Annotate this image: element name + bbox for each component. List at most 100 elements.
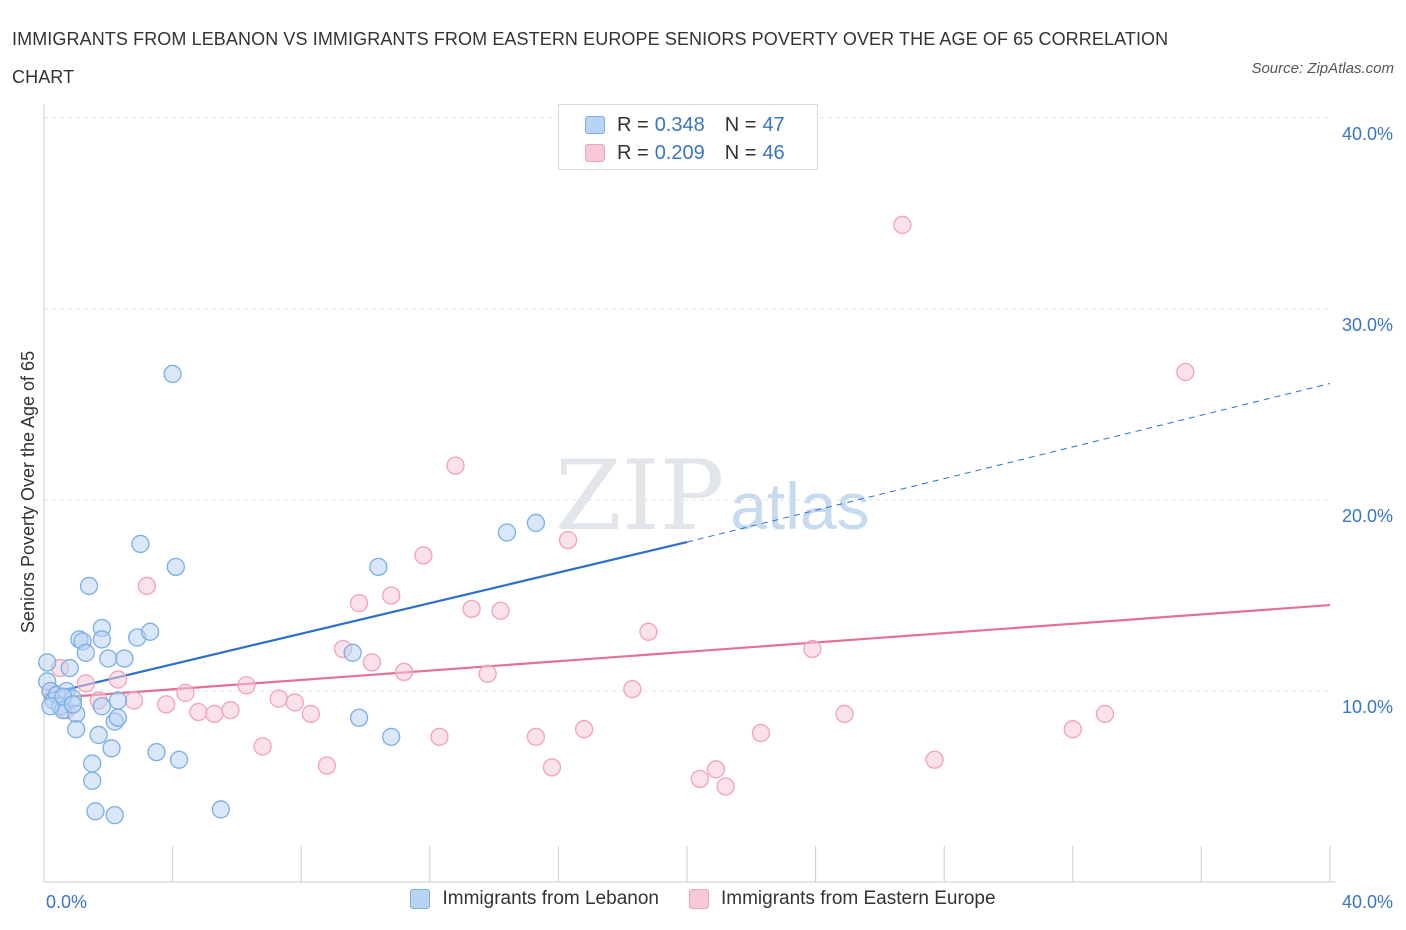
- trend-lines: [43, 383, 1331, 700]
- point-lebanon: [99, 649, 118, 668]
- point-lebanon: [108, 691, 128, 710]
- point-lebanon: [526, 513, 546, 533]
- axis-labels: 10.0% 20.0% 30.0% 40.0% 0.0% 40.0% Seniors Pov…: [18, 124, 1393, 912]
- point-lebanon: [86, 802, 105, 821]
- point-eastern-europe: [317, 756, 337, 775]
- source-label: Source: ZipAtlas.com: [1251, 60, 1394, 77]
- point-eastern-europe: [157, 695, 176, 714]
- point-lebanon: [83, 754, 102, 773]
- point-eastern-europe: [414, 546, 433, 565]
- point-lebanon: [63, 695, 83, 714]
- point-eastern-europe: [137, 576, 157, 596]
- point-lebanon: [79, 576, 99, 596]
- point-lebanon: [497, 523, 517, 542]
- trend-line-eastern-europe: [43, 603, 1331, 700]
- point-lebanon: [369, 557, 388, 576]
- point-eastern-europe: [690, 769, 710, 789]
- point-eastern-europe: [176, 683, 195, 703]
- r-value: 0.209: [654, 141, 705, 164]
- point-eastern-europe: [1176, 362, 1195, 382]
- point-eastern-europe: [835, 704, 854, 724]
- point-eastern-europe: [558, 530, 578, 550]
- point-lebanon: [38, 653, 57, 672]
- n-label: N =: [724, 113, 757, 136]
- y-tick-label: 40.0%: [1342, 124, 1393, 144]
- point-lebanon: [92, 697, 112, 716]
- point-eastern-europe: [285, 693, 304, 712]
- gridlines: [44, 117, 1330, 692]
- watermark-zip: ZIP: [555, 440, 725, 552]
- trend-line-lebanon: [43, 540, 688, 696]
- point-lebanon: [349, 708, 369, 727]
- x-tick-label: 0.0%: [46, 892, 87, 912]
- point-eastern-europe: [574, 720, 594, 739]
- point-eastern-europe: [189, 702, 208, 722]
- point-eastern-europe: [639, 622, 658, 641]
- r-value: 0.348: [654, 113, 705, 136]
- point-eastern-europe: [706, 760, 726, 779]
- point-eastern-europe: [478, 664, 497, 683]
- legend-item-lebanon: Immigrants from Lebanon: [410, 888, 659, 910]
- point-lebanon: [211, 800, 230, 819]
- chart-title: IMMIGRANTS FROM LEBANON VS IMMIGRANTS FR…: [12, 29, 1169, 87]
- point-lebanon: [105, 806, 124, 825]
- point-eastern-europe: [623, 679, 642, 699]
- point-eastern-europe: [1095, 704, 1115, 724]
- n-value: 47: [762, 113, 785, 136]
- y-tick-label: 30.0%: [1342, 315, 1393, 335]
- point-lebanon: [343, 643, 362, 662]
- point-eastern-europe: [349, 593, 369, 613]
- point-lebanon: [89, 725, 108, 745]
- point-lebanon: [41, 697, 60, 716]
- legend-swatch-eastern-europe: [585, 144, 605, 162]
- point-eastern-europe: [462, 599, 481, 619]
- point-eastern-europe: [430, 727, 449, 746]
- point-eastern-europe: [269, 689, 288, 708]
- stats-legend: R = 0.348 N = 47 R = 0.209 N = 46: [558, 104, 818, 170]
- r-label: R =: [617, 141, 649, 164]
- point-eastern-europe: [446, 456, 465, 475]
- point-lebanon: [163, 364, 182, 384]
- point-eastern-europe: [1063, 720, 1082, 739]
- point-eastern-europe: [382, 586, 401, 605]
- legend-label-eastern-europe: Immigrants from Eastern Europe: [720, 888, 996, 909]
- stats-legend-row-eastern-europe: R = 0.209 N = 46: [585, 139, 785, 167]
- point-eastern-europe: [301, 704, 320, 724]
- point-lebanon: [169, 750, 189, 769]
- point-eastern-europe: [491, 601, 510, 620]
- point-eastern-europe: [237, 676, 256, 695]
- x-tick-label: 40.0%: [1342, 892, 1393, 912]
- point-eastern-europe: [893, 215, 912, 235]
- point-eastern-europe: [205, 704, 224, 724]
- point-lebanon: [60, 658, 79, 678]
- point-lebanon: [115, 649, 134, 668]
- legend-swatch-lebanon: [410, 889, 431, 909]
- point-lebanon: [102, 739, 121, 758]
- point-lebanon: [92, 630, 112, 649]
- watermark-atlas: atlas: [730, 469, 870, 543]
- point-lebanon: [67, 720, 86, 739]
- legend-swatch-lebanon: [585, 116, 605, 134]
- legend-swatch-eastern-europe: [688, 889, 709, 909]
- n-value: 46: [762, 141, 785, 164]
- point-eastern-europe: [394, 662, 414, 682]
- point-eastern-europe: [108, 670, 128, 689]
- point-lebanon: [140, 622, 160, 641]
- r-label: R =: [617, 113, 649, 136]
- point-eastern-europe: [76, 674, 95, 693]
- series-legend: Immigrants from Lebanon Immigrants from …: [0, 888, 1406, 910]
- point-eastern-europe: [526, 727, 546, 746]
- y-tick-label: 20.0%: [1342, 506, 1393, 526]
- point-eastern-europe: [925, 750, 944, 769]
- point-eastern-europe: [253, 737, 272, 756]
- point-eastern-europe: [803, 639, 822, 659]
- n-label: N =: [724, 141, 757, 164]
- stats-legend-row-lebanon: R = 0.348 N = 47: [585, 111, 785, 139]
- data-points: [38, 215, 1195, 825]
- point-eastern-europe: [751, 723, 771, 743]
- point-eastern-europe: [362, 653, 382, 672]
- point-lebanon: [108, 708, 128, 727]
- point-lebanon: [131, 534, 150, 554]
- point-eastern-europe: [221, 700, 240, 720]
